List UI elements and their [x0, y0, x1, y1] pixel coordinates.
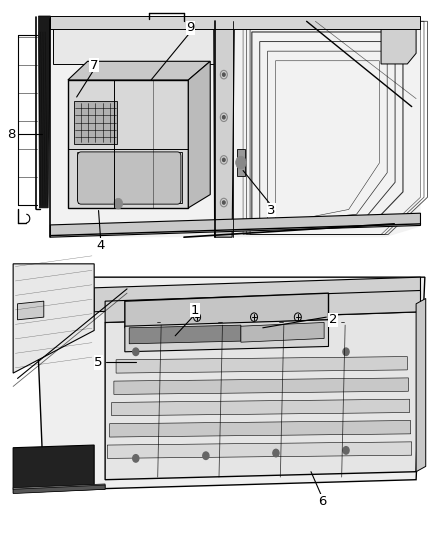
Text: 5: 5	[94, 356, 103, 369]
Text: 8: 8	[7, 128, 15, 141]
Text: 1: 1	[191, 304, 199, 317]
Polygon shape	[13, 485, 105, 494]
Polygon shape	[112, 399, 410, 416]
Polygon shape	[18, 301, 44, 320]
Polygon shape	[188, 61, 210, 208]
Polygon shape	[39, 16, 50, 208]
Polygon shape	[50, 16, 420, 29]
Polygon shape	[50, 21, 420, 237]
Polygon shape	[13, 264, 94, 373]
Circle shape	[236, 156, 246, 169]
Circle shape	[133, 348, 139, 356]
Circle shape	[114, 198, 123, 209]
Polygon shape	[53, 19, 232, 64]
Polygon shape	[50, 213, 420, 237]
Circle shape	[223, 158, 225, 161]
Circle shape	[223, 73, 225, 76]
Text: 4: 4	[96, 239, 105, 252]
Polygon shape	[381, 27, 416, 64]
Polygon shape	[13, 5, 425, 248]
Polygon shape	[105, 290, 420, 322]
Circle shape	[343, 447, 349, 454]
Polygon shape	[105, 312, 420, 480]
FancyBboxPatch shape	[78, 152, 181, 204]
Polygon shape	[116, 357, 407, 373]
Polygon shape	[125, 293, 328, 328]
Polygon shape	[241, 322, 324, 342]
Polygon shape	[125, 320, 328, 352]
Polygon shape	[94, 277, 420, 312]
Polygon shape	[78, 152, 182, 203]
Text: 7: 7	[90, 59, 99, 71]
Text: 2: 2	[328, 313, 337, 326]
Polygon shape	[68, 80, 188, 208]
Polygon shape	[35, 277, 425, 490]
Polygon shape	[13, 445, 94, 489]
Polygon shape	[68, 61, 210, 80]
Circle shape	[223, 116, 225, 119]
Polygon shape	[114, 378, 408, 394]
Circle shape	[273, 449, 279, 457]
Polygon shape	[110, 421, 411, 437]
Polygon shape	[214, 21, 234, 237]
Circle shape	[203, 452, 209, 459]
Polygon shape	[416, 298, 426, 472]
Circle shape	[343, 348, 349, 356]
Circle shape	[223, 201, 225, 204]
Polygon shape	[77, 152, 107, 200]
Polygon shape	[237, 149, 245, 176]
Circle shape	[133, 455, 139, 462]
Polygon shape	[129, 325, 241, 344]
Polygon shape	[74, 101, 117, 144]
Polygon shape	[13, 264, 425, 522]
Polygon shape	[13, 484, 105, 493]
Polygon shape	[107, 442, 412, 458]
Text: 9: 9	[186, 21, 195, 34]
Text: 6: 6	[318, 495, 326, 507]
Text: 3: 3	[267, 204, 276, 216]
